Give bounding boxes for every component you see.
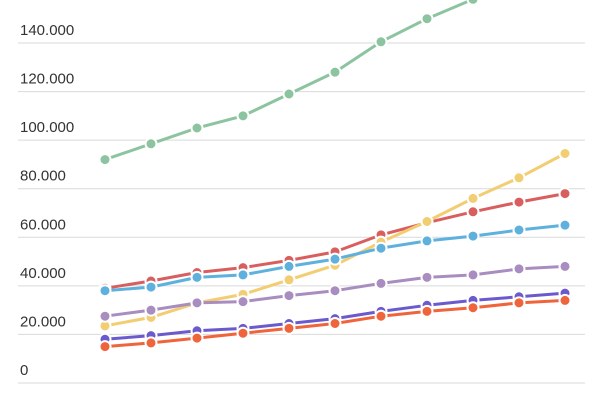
- data-point: [420, 234, 434, 248]
- data-point: [190, 270, 204, 284]
- y-tick-label: 40.000: [20, 265, 66, 282]
- data-point: [558, 259, 572, 273]
- data-point: [466, 301, 480, 315]
- data-point: [374, 35, 388, 49]
- data-point: [512, 296, 526, 310]
- series-5: [98, 259, 572, 323]
- data-point: [466, 268, 480, 282]
- data-point: [236, 268, 250, 282]
- data-point: [144, 280, 158, 294]
- data-point: [282, 321, 296, 335]
- data-point: [190, 121, 204, 135]
- y-tick-label: 0: [20, 362, 28, 379]
- data-point: [466, 229, 480, 243]
- data-point: [144, 137, 158, 151]
- data-point: [374, 276, 388, 290]
- data-point: [466, 0, 480, 6]
- series-7: [98, 293, 572, 354]
- data-point: [420, 215, 434, 228]
- data-point: [512, 195, 526, 209]
- data-point: [512, 223, 526, 237]
- data-point: [98, 284, 112, 298]
- data-point: [558, 293, 572, 307]
- data-point: [512, 171, 526, 185]
- data-point: [328, 65, 342, 79]
- data-point: [98, 340, 112, 354]
- data-point: [328, 252, 342, 266]
- data-point: [420, 12, 434, 26]
- data-point: [190, 296, 204, 310]
- data-point: [236, 109, 250, 123]
- data-point: [282, 273, 296, 287]
- series-lines: [98, 0, 572, 354]
- data-point: [466, 191, 480, 205]
- data-point: [236, 326, 250, 340]
- data-point: [328, 317, 342, 330]
- data-point: [144, 336, 158, 350]
- y-tick-labels: 0 20.000 40.000 60.000 80.000 100.000 120.000 1…: [20, 22, 74, 379]
- series-2: [98, 187, 572, 295]
- data-point: [328, 284, 342, 298]
- data-point: [512, 262, 526, 276]
- data-point: [282, 87, 296, 101]
- y-tick-label: 120.000: [20, 71, 74, 88]
- data-point: [282, 259, 296, 273]
- data-point: [466, 205, 480, 219]
- data-point: [374, 241, 388, 255]
- data-point: [98, 153, 112, 167]
- series-1: [98, 0, 480, 167]
- data-point: [98, 309, 112, 323]
- y-tick-label: 20.000: [20, 313, 66, 330]
- data-point: [558, 187, 572, 201]
- data-point: [558, 218, 572, 232]
- series-4: [98, 218, 572, 298]
- y-tick-label: 60.000: [20, 216, 66, 233]
- y-tick-label: 100.000: [20, 119, 74, 136]
- data-point: [190, 331, 204, 345]
- series-line: [104, 0, 476, 162]
- data-point: [374, 309, 388, 323]
- data-point: [558, 147, 572, 160]
- y-tick-label: 80.000: [20, 168, 66, 185]
- data-point: [420, 270, 434, 284]
- data-point: [236, 295, 250, 309]
- data-point: [282, 289, 296, 303]
- data-point: [420, 304, 434, 318]
- y-tick-label: 140.000: [20, 22, 74, 39]
- series-line: [104, 192, 566, 290]
- data-point: [144, 303, 158, 317]
